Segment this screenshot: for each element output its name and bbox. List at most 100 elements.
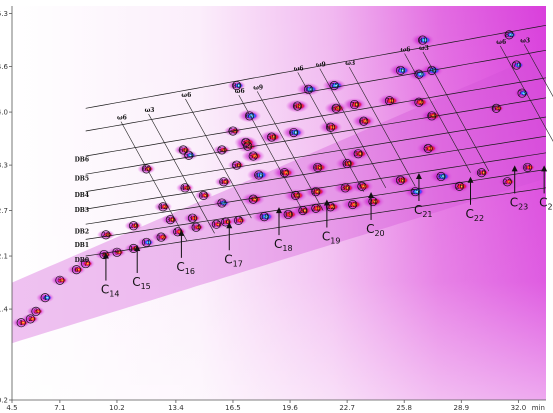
carbon-subscript: 22 xyxy=(474,214,484,223)
peak-circle xyxy=(353,149,363,159)
peak-label: 63 xyxy=(428,112,436,120)
peak-circle xyxy=(244,111,255,121)
x-tick-label: 4.5 xyxy=(6,404,17,412)
peak-label: 50 xyxy=(354,150,362,158)
peak-label: 48 xyxy=(314,164,322,172)
peak-label: 21 xyxy=(312,205,320,213)
peak-circle xyxy=(523,162,533,172)
peak-circle xyxy=(180,183,190,193)
spot-core xyxy=(427,67,440,74)
spot-core xyxy=(427,112,440,120)
spot-core xyxy=(280,169,293,177)
peak-label: 15 xyxy=(212,221,220,229)
carbon-subscript: 14 xyxy=(109,290,119,299)
peak-label: 74 xyxy=(304,86,312,94)
carbon-subscript: 19 xyxy=(330,237,340,246)
spot-core xyxy=(311,188,324,196)
spot-core xyxy=(415,98,427,106)
carbon-subscript: 21 xyxy=(422,210,432,219)
peak-label: 73 xyxy=(518,89,526,97)
peak-label: 82 xyxy=(505,31,513,39)
peak-circle xyxy=(101,230,111,240)
peak-label: 51 xyxy=(424,145,432,153)
peak-label: 76 xyxy=(396,67,404,75)
peak-circle xyxy=(219,177,229,187)
omega-leader-line xyxy=(185,98,252,219)
peak-label: 72 xyxy=(415,99,423,107)
peak-circle xyxy=(414,97,424,107)
annotation-labels: DB6 DB5 DB4 DB3 DB2 DB1 DB0 ω6 ω3 ω6 ω6 ω9 ω6 ω9 ω3 ω6 ω… xyxy=(75,37,553,298)
peak-label: 61 xyxy=(326,124,334,132)
spot-core xyxy=(291,192,304,199)
omega-label: ω6 xyxy=(235,88,245,95)
peak-circle xyxy=(228,126,238,136)
peak-label: 13 xyxy=(174,228,182,236)
carbon-arrow-head xyxy=(102,252,109,259)
omega-label: ω6 xyxy=(117,115,127,122)
y-tick-label: 4.6 xyxy=(0,63,9,71)
peak-circle xyxy=(156,232,166,242)
omega-leader-line xyxy=(500,45,553,142)
peak-label: 34 xyxy=(291,192,299,200)
band-label: DB6 xyxy=(75,156,89,163)
spot-core xyxy=(437,173,449,180)
peak-label: 35 xyxy=(312,188,320,196)
omega-leader-line xyxy=(256,91,324,211)
peak-circle xyxy=(259,212,269,222)
peak-circle xyxy=(248,194,258,204)
peak-circle xyxy=(491,103,501,113)
omega-label: ω9 xyxy=(253,84,263,91)
carbon-arrow-head xyxy=(323,199,330,206)
peak-label: 46 xyxy=(255,171,263,179)
peak-label: 68 xyxy=(293,102,301,110)
peak-circle xyxy=(511,60,522,70)
peak-circle xyxy=(16,318,26,328)
peak-label: 81 xyxy=(418,36,426,44)
omega-label: ω6 xyxy=(294,65,304,72)
series-curve xyxy=(85,152,547,225)
carbon-subscript: 17 xyxy=(233,259,243,268)
plot-background-fade xyxy=(12,6,546,400)
peak-circle xyxy=(221,217,231,227)
series-curve xyxy=(85,49,547,132)
x-tick-label: 13.4 xyxy=(168,404,184,412)
spot-core xyxy=(359,117,372,125)
x-tick-label: 22.7 xyxy=(339,404,355,412)
omega-leader-line xyxy=(238,94,306,215)
peak-label: 40 xyxy=(477,169,485,177)
y-tick-label: 2.7 xyxy=(0,207,8,215)
peak-label: 64 xyxy=(492,105,500,113)
peak-circle xyxy=(178,145,188,155)
peak-circle xyxy=(313,162,323,172)
band-label: DB3 xyxy=(75,207,89,214)
spot-core xyxy=(424,145,437,152)
omega-label: ω6 xyxy=(401,46,411,53)
axes: 4.5 7.1 10.2 13.4 16.5 19.6 22.7 25.8 28.9 32.0 mi… xyxy=(0,6,546,412)
band-label: DB5 xyxy=(75,175,89,182)
x-tick-label: 7.1 xyxy=(54,404,65,412)
series-curve xyxy=(85,24,547,109)
peak-label: 42 xyxy=(159,203,167,211)
peak-label: 66 xyxy=(179,146,187,154)
peak-circle xyxy=(283,209,293,219)
spot-core xyxy=(254,171,267,179)
peak-circle xyxy=(279,168,290,178)
peak-circle xyxy=(211,219,221,229)
x-unit-label: min xyxy=(532,404,545,412)
carbon-arrow-head xyxy=(368,191,375,198)
peak-label: 65 xyxy=(142,165,150,173)
carbon-subscript: 15 xyxy=(141,282,151,291)
plot-frame xyxy=(12,6,546,400)
peak-circle xyxy=(165,215,175,225)
spot-core xyxy=(313,164,326,171)
series-curves xyxy=(85,24,547,257)
y-tick-label: 4.0 xyxy=(0,109,8,117)
peak-label: 9 xyxy=(115,249,119,257)
peak-circle xyxy=(395,175,406,185)
peak-label: 26 xyxy=(455,183,463,191)
omega-leader-line xyxy=(422,51,490,172)
carbon-arrow-head xyxy=(276,207,282,214)
peak-label: 56 xyxy=(233,161,241,169)
spot-core xyxy=(242,139,254,146)
